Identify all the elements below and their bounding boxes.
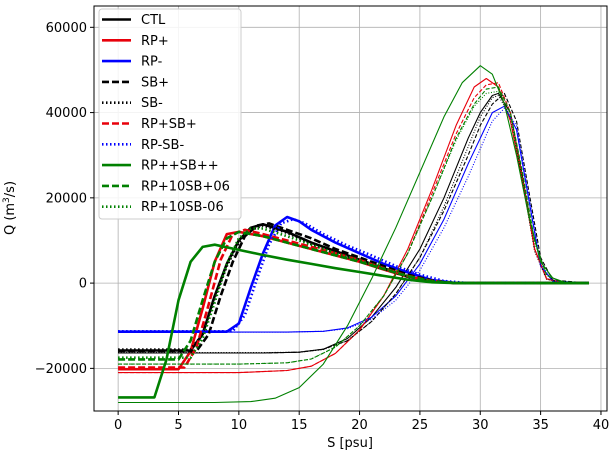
series-layer xyxy=(118,65,589,404)
x-tick-label: 15 xyxy=(291,418,308,433)
series-line-sb-thin xyxy=(118,92,589,354)
x-tick-label: 35 xyxy=(532,418,549,433)
x-axis-label: S [psu] xyxy=(327,436,373,451)
x-tick-label: 20 xyxy=(351,418,368,433)
legend-label: RP+ xyxy=(141,34,169,49)
series-line-rp-10sb-06 xyxy=(118,230,589,361)
x-tick-label: 25 xyxy=(412,418,429,433)
legend-label: RP++SB++ xyxy=(141,159,219,174)
legend-label: RP+10SB-06 xyxy=(141,200,224,215)
legend-label: RP- xyxy=(141,55,163,70)
series-line-rp-sb xyxy=(118,228,589,369)
legend-label: CTL xyxy=(141,13,166,28)
legend: CTL RP+ RP- SB+ SB- RP+SB+ RP-SB- RP++SB++ RP+10… xyxy=(98,8,242,220)
y-tick-label: 20000 xyxy=(46,191,87,206)
series-line-sb xyxy=(118,224,589,351)
series-line-rp-sb-thin xyxy=(118,82,589,374)
y-axis-label: Q (m3/s) xyxy=(2,181,18,235)
ticks: 0 5 10 15 20 25 30 35 40 −20000 0 20000 40000 60000 xyxy=(35,21,609,433)
legend-label: RP+10SB+06 xyxy=(141,179,230,194)
series-line-rp-sb xyxy=(118,243,589,399)
legend-label: SB- xyxy=(141,96,163,111)
series-line-rp-10sb-06 xyxy=(118,227,589,359)
series-line-sb-thin xyxy=(118,94,589,354)
series-line-sb xyxy=(118,222,589,353)
plot-frame xyxy=(93,5,608,412)
x-tick-label: 10 xyxy=(231,418,248,433)
x-tick-label: 5 xyxy=(174,418,182,433)
legend-label: SB+ xyxy=(141,75,169,90)
legend-label: RP-SB- xyxy=(141,138,184,153)
x-tick-label: 40 xyxy=(593,418,610,433)
legend-label: RP+SB+ xyxy=(141,117,197,132)
y-tick-label: 40000 xyxy=(46,106,87,121)
x-tick-label: 0 xyxy=(114,418,122,433)
series-line-rp-sb-thin xyxy=(118,107,589,333)
legend-frame xyxy=(98,8,242,220)
y-tick-label: 60000 xyxy=(46,21,87,36)
x-tick-label: 30 xyxy=(472,418,489,433)
series-line-rp-10sb-06-thin xyxy=(118,86,589,365)
y-tick-label: −20000 xyxy=(35,362,87,377)
y-tick-label: 0 xyxy=(79,277,87,292)
